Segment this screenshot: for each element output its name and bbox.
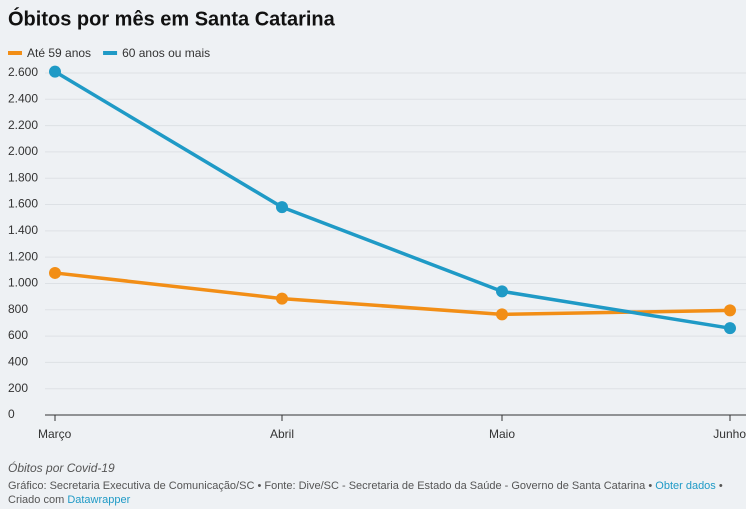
get-data-link[interactable]: Obter dados (655, 480, 716, 492)
point (276, 201, 288, 214)
x-tick-label: Junho (713, 427, 746, 441)
y-tick-label: 2.200 (8, 118, 38, 132)
credits: Gráfico: Secretaria Executiva de Comunic… (8, 479, 743, 507)
y-tick-label: 1.000 (8, 276, 38, 290)
y-tick-label: 0 (8, 407, 15, 421)
y-tick-label: 1.800 (8, 170, 38, 184)
series-line (54, 271, 731, 317)
point (496, 285, 508, 298)
chart: Óbitos por mês em Santa Catarina 0 200 400… (8, 6, 746, 441)
caption: Óbitos por Covid-19 (8, 461, 115, 475)
legend-label: 60 anos ou mais (122, 46, 210, 60)
y-tick-label: 2.400 (8, 91, 38, 105)
point (724, 322, 736, 335)
x-tick-label: Março (38, 427, 72, 441)
y-tick-label: 200 (8, 381, 28, 395)
y-tick-label: 2.600 (8, 65, 38, 79)
legend-swatch (8, 51, 22, 55)
y-tick-label: 400 (8, 355, 28, 369)
y-tick-label: 800 (8, 302, 28, 316)
point (276, 292, 288, 305)
y-tick-label: 600 (8, 328, 28, 342)
legend-swatch (103, 51, 118, 55)
legend-label: Até 59 anos (27, 46, 91, 60)
y-tick-label: 1.400 (8, 223, 38, 237)
y-tick-label: 1.200 (8, 249, 38, 263)
y-tick-label: 1.600 (8, 197, 38, 211)
chart-title: Óbitos por mês em Santa Catarina (8, 6, 336, 30)
point (49, 266, 61, 279)
point (49, 65, 61, 78)
series-line (54, 70, 731, 330)
y-tick-label: 2.000 (8, 144, 38, 158)
created-with: • Criado com (8, 480, 723, 506)
x-tick-label: Abril (270, 427, 294, 441)
x-tick-label: Maio (489, 427, 515, 441)
tool-link[interactable]: Datawrapper (67, 494, 131, 506)
credit: Gráfico: Secretaria Executiva de Comunic… (8, 480, 653, 492)
point (724, 304, 736, 317)
point (496, 308, 508, 321)
